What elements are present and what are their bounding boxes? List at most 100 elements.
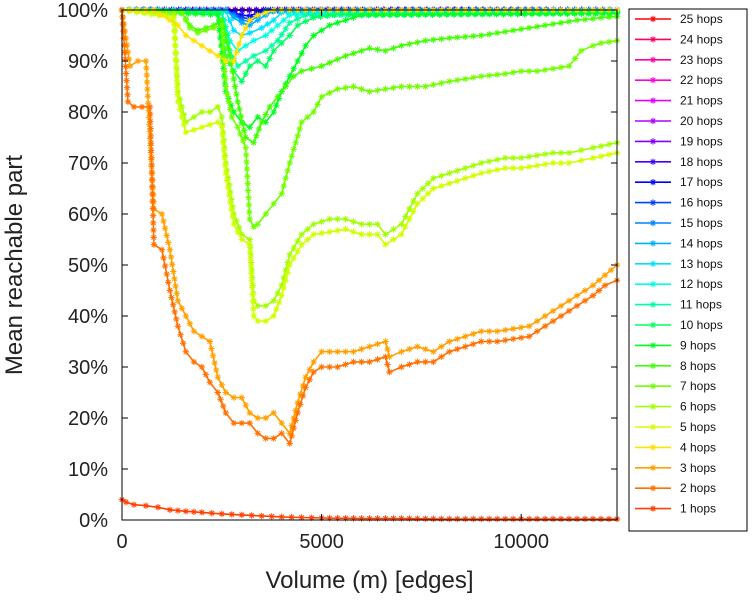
legend-label: 24 hops [680,32,723,46]
series-line [121,9,618,129]
legend-label: 25 hops [680,12,723,26]
legend-swatch-marker [649,423,657,431]
y-tick-label: 40% [68,306,108,328]
legend-label: 6 hops [680,400,716,414]
plot-lines [118,6,621,523]
legend-swatch-marker [649,56,657,63]
y-tick-label: 80% [68,102,108,124]
legend-swatch-marker [649,15,657,23]
legend-label: 16 hops [680,196,723,210]
series-5-hops [118,6,621,325]
legend-item: 24 hops [635,32,723,46]
legend-label: 14 hops [680,236,723,250]
legend-swatch-marker [649,158,657,165]
legend-item: 3 hops [635,461,716,475]
legend-item: 9 hops [635,338,716,352]
legend-item: 2 hops [635,481,716,495]
legend-label: 5 hops [680,420,716,434]
legend-label: 20 hops [680,114,723,128]
legend-label: 7 hops [680,379,716,393]
legend-swatch-marker [649,281,657,288]
y-tick-label: 20% [68,408,108,430]
series-markers [118,6,621,325]
legend-label: 15 hops [680,216,723,230]
legend-item: 23 hops [635,53,723,67]
series-line [121,9,618,307]
legend-swatch-marker [649,362,657,369]
legend-swatch-marker [649,321,657,329]
legend-label: 18 hops [680,155,723,169]
legend-swatch-marker [649,260,657,267]
legend-item: 6 hops [635,400,716,414]
x-axis-title: Volume (m) [edges] [265,567,473,594]
legend-swatch-marker [649,199,657,206]
y-axis-ticks: 0% 10% 20% 30% 40% 50% 60% 70% 80% 90% 100% [57,0,617,532]
legend-item: 18 hops [635,155,723,169]
legend-swatch-marker [649,117,657,125]
legend-item: 5 hops [635,420,716,434]
legend-item: 13 hops [635,257,723,271]
legend-item: 15 hops [635,216,723,230]
legend-item: 16 hops [635,196,723,210]
legend-swatch-marker [649,301,657,308]
series-6-hops [118,6,621,309]
legend-label: 23 hops [680,53,723,67]
y-tick-label: 90% [68,51,108,73]
legend-label: 17 hops [680,175,723,189]
legend-item: 21 hops [635,94,723,108]
legend-item: 8 hops [635,359,716,373]
legend-swatch-marker [649,342,657,349]
legend-item: 11 hops [635,298,722,312]
legend-label: 10 hops [680,318,723,332]
legend-frame [628,8,748,532]
y-tick-label: 50% [68,255,108,277]
legend-label: 2 hops [680,481,716,495]
legend-swatch-marker [649,77,657,84]
y-tick-label: 30% [68,357,108,379]
legend-label: 4 hops [680,440,716,454]
legend: 25 hops 24 hops 23 hops 22 hops 21 hops 20 ho… [628,8,748,532]
legend-item: 10 hops [635,318,723,332]
series-8-hops [118,6,621,146]
legend-swatch-marker [649,464,657,471]
legend-item: 20 hops [635,114,723,128]
legend-swatch-marker [649,219,657,227]
x-tick-label: 0 [116,531,127,553]
legend-label: 22 hops [680,73,723,87]
legend-label: 11 hops [680,298,722,312]
legend-label: 9 hops [680,338,716,352]
legend-swatch-marker [649,485,657,492]
legend-label: 13 hops [680,257,723,271]
legend-label: 21 hops [680,94,723,108]
legend-swatch-marker [649,138,657,145]
legend-item: 17 hops [635,175,723,189]
legend-item: 12 hops [635,277,723,291]
legend-swatch-marker [649,403,657,410]
series-line [121,9,618,144]
legend-label: 12 hops [680,277,723,291]
legend-item: 4 hops [635,440,716,454]
legend-swatch-marker [649,240,657,247]
series-markers [118,496,621,523]
y-tick-label: 0% [79,510,108,532]
series-line [121,9,618,322]
y-tick-label: 70% [68,153,108,175]
series-markers [118,6,621,309]
legend-label: 1 hops [680,502,716,516]
legend-label: 8 hops [680,359,716,373]
x-axis-ticks: 0 5000 10000 [116,10,549,553]
x-tick-label: 10000 [493,531,549,553]
y-tick-label: 60% [68,204,108,226]
legend-label: 3 hops [680,461,716,475]
legend-item: 19 hops [635,134,723,148]
legend-item: 1 hops [635,502,716,516]
legend-item: 14 hops [635,236,723,250]
legend-swatch-marker [649,36,657,43]
legend-label: 19 hops [680,134,723,148]
legend-item: 22 hops [635,73,723,87]
legend-item: 25 hops [635,12,723,26]
series-1-hops [118,496,621,523]
y-tick-label: 100% [57,0,108,22]
y-axis-title: Mean reachable part [1,155,28,375]
